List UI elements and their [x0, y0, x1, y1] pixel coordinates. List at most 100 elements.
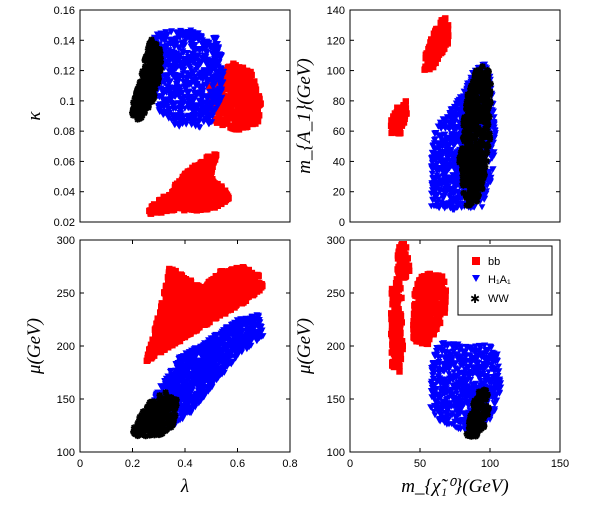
star-point: [481, 159, 488, 166]
triangle-down-point: [200, 118, 207, 125]
triangle-down-point: [483, 182, 491, 189]
star-point: [140, 70, 148, 78]
square-point: [194, 200, 201, 208]
square-point: [233, 66, 241, 74]
star-point: [475, 116, 482, 124]
square-point: [402, 105, 410, 112]
square-point: [245, 103, 253, 110]
square-point: [195, 167, 202, 174]
square-point: [184, 184, 191, 191]
square-point: [425, 58, 432, 65]
triangle-down-point: [175, 104, 183, 111]
triangle-down-point: [208, 119, 216, 126]
square-point: [240, 122, 247, 130]
square-point: [435, 42, 443, 50]
triangle-down-point: [217, 87, 225, 94]
triangle-down-point: [204, 63, 212, 70]
triangle-down-point: [183, 56, 191, 63]
triangle-down-point: [212, 62, 220, 68]
star-point: [129, 109, 136, 116]
square-point: [432, 51, 439, 58]
triangle-down-point: [175, 123, 183, 130]
triangle-down-point: [179, 39, 187, 46]
square-point: [248, 86, 255, 93]
square-point: [252, 87, 259, 95]
square-point: [176, 178, 183, 185]
square-point: [239, 91, 247, 98]
triangle-down-point: [210, 109, 218, 115]
star-point: [481, 81, 488, 89]
triangle-down-point: [163, 33, 171, 40]
triangle-down-point: [209, 50, 217, 57]
square-point: [218, 184, 225, 192]
square-point: [243, 67, 251, 74]
star-point: [465, 148, 472, 156]
star-point: [142, 53, 150, 60]
square-point: [177, 183, 184, 191]
triangle-down-point: [184, 50, 191, 56]
triangle-down-point: [430, 203, 438, 210]
triangle-down-point: [174, 56, 182, 62]
square-point: [175, 194, 182, 201]
star-point: [133, 105, 140, 112]
series-ww: [129, 36, 165, 123]
triangle-down-point: [170, 106, 177, 113]
star-point: [467, 195, 475, 202]
triangle-down-point: [217, 52, 225, 58]
triangle-down-point: [190, 59, 197, 66]
square-point: [214, 202, 221, 209]
square-point: [223, 74, 230, 81]
triangle-down-point: [166, 51, 174, 58]
triangle-down-point: [166, 62, 174, 69]
star-point: [138, 114, 145, 121]
triangle-down-point: [209, 46, 216, 53]
star-point: [139, 73, 147, 81]
star-point: [151, 53, 158, 60]
square-point: [437, 29, 444, 36]
triangle-down-point: [198, 83, 206, 90]
triangle-down-point: [188, 101, 196, 108]
star-point: [156, 56, 163, 63]
square-point: [202, 206, 209, 213]
triangle-down-point: [446, 194, 454, 201]
triangle-down-point: [192, 121, 199, 128]
square-point: [250, 114, 257, 121]
triangle-down-point: [208, 67, 216, 73]
y-axis-label: m_{A_1}(GeV): [294, 58, 315, 173]
star-point: [149, 77, 156, 84]
star-point: [472, 176, 479, 184]
triangle-down-point: [433, 160, 441, 167]
square-point: [443, 24, 450, 31]
square-point: [242, 82, 250, 90]
square-point: [387, 122, 395, 129]
square-point: [209, 163, 216, 170]
square-point: [441, 16, 448, 23]
star-point: [484, 72, 491, 80]
triangle-down-point: [155, 107, 163, 114]
star-point: [147, 40, 154, 47]
square-point: [220, 119, 228, 127]
triangle-down-point: [195, 119, 203, 126]
square-point: [240, 105, 247, 112]
square-point: [433, 26, 440, 33]
square-point: [167, 194, 174, 202]
triangle-down-point: [167, 96, 175, 103]
y-tick-label: 0.12: [54, 66, 75, 78]
triangle-down-point: [204, 113, 212, 120]
star-point: [484, 101, 491, 108]
square-point: [241, 99, 249, 107]
triangle-down-point: [216, 92, 223, 98]
triangle-down-point: [428, 170, 436, 177]
triangle-down-point: [444, 143, 452, 150]
triangle-down-point: [435, 146, 442, 153]
star-point: [149, 46, 156, 53]
square-point: [439, 46, 447, 53]
star-point: [151, 91, 158, 99]
square-point: [396, 108, 403, 116]
star-point: [469, 133, 476, 141]
square-point: [201, 178, 208, 185]
triangle-down-point: [438, 181, 446, 188]
star-point: [141, 101, 148, 108]
triangle-down-point: [161, 38, 169, 45]
